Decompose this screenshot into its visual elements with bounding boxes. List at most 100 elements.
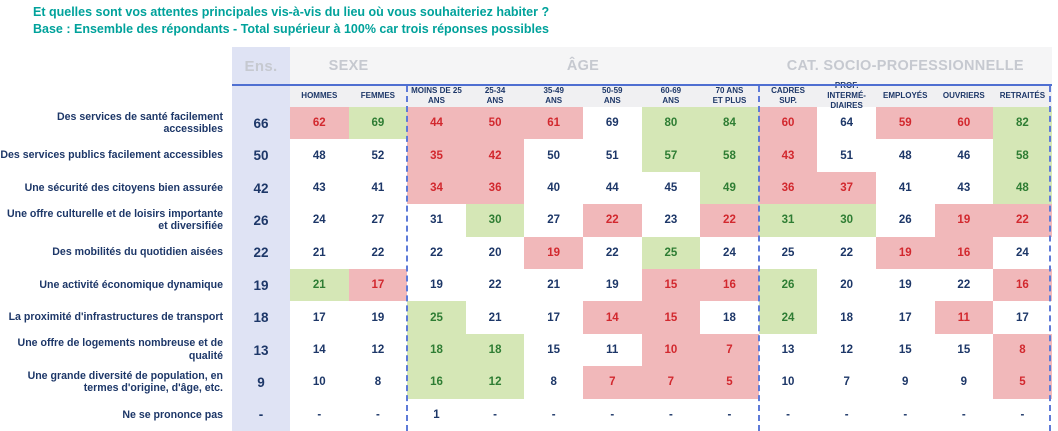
cell-value: 69 [583,107,642,139]
cell-number: 34 [430,182,443,195]
cell-number: - [903,408,908,421]
row-label: Des services publics facilement accessib… [0,149,223,162]
table-row: Une grande diversité de population, en t… [0,366,1052,399]
cell-value: 22 [466,269,525,301]
cell-number: - [1020,408,1025,421]
row-label-cell: Une activité économique dynamique [0,269,232,301]
ens-value-cell: 18 [232,301,290,334]
cell-number: 22 [430,246,443,259]
row-label: Une grande diversité de population, en t… [27,369,223,395]
col-header: MOINS DE 25 ANS [407,85,466,107]
cell-value: 34 [407,171,466,205]
cell-value: 8 [524,366,583,398]
cell-value: 58 [993,139,1052,172]
cell-value: 23 [642,204,701,236]
ens-value: 18 [253,310,269,326]
cell-value: 22 [583,237,642,269]
cell-number: - [375,408,380,421]
page-subtitle: Base : Ensemble des répondants - Total s… [33,21,549,36]
cell-value: 59 [875,107,935,140]
cell-number: 20 [488,246,502,259]
title-block: Et quelles sont vos attentes principales… [33,4,549,37]
table-row: Une offre de logements nombreuse et de q… [0,333,1052,367]
page-title: Et quelles sont vos attentes principales… [33,5,550,19]
cell-value: 62 [290,107,349,140]
cell-value: 61 [524,107,583,140]
col-header: 60-69 ANS [641,85,701,107]
cell-number: 64 [840,117,854,130]
cell-number: 17 [1016,311,1029,324]
col-header: CADRES SUP. [758,85,818,107]
cell-number: 35 [430,149,443,162]
cell-value: 18 [817,301,876,333]
cell-number: - [961,408,966,421]
cell-number: - [610,408,615,421]
cell-value: - [876,399,935,431]
cell-number: 44 [430,117,443,130]
cell-value: - [935,399,994,431]
cell-value: 7 [641,366,701,399]
ens-value: 26 [253,212,269,228]
cell-number: 11 [957,311,970,324]
col-header: EMPLOYÉS [875,85,935,107]
cell-number: 17 [312,311,326,324]
cell-value: 48 [290,139,349,171]
row-label: Ne se prononce pas [122,408,223,421]
cell-value: 7 [817,366,876,398]
cell-number: - [727,408,732,421]
row-label: Une activité économique dynamique [39,278,223,291]
column-group-row: Ens. SEXE ÂGE CAT. SOCIO-PROFESSIONNELLE [0,47,1052,85]
row-label-cell: Une offre culturelle et de loisirs impor… [0,204,232,236]
cell-value: 19 [583,269,642,301]
cell-value: - [993,399,1052,431]
ens-value-cell: 26 [232,204,290,237]
cell-number: 27 [547,214,561,227]
cell-number: 11 [606,344,619,357]
cell-number: 26 [898,214,912,227]
cell-value: 27 [524,204,583,236]
cell-number: 37 [840,182,854,195]
row-label-cell: Des services publics facilement accessib… [0,139,232,171]
column-group-1: SEXE [290,47,408,85]
cell-value: 21 [290,269,349,302]
table-row: Des services de santé facilement accessi… [0,107,1052,140]
cell-number: 18 [488,344,502,357]
cell-number: 5 [726,376,733,389]
cell-number: 10 [781,376,795,389]
cell-value: - [700,399,759,431]
cell-value: 25 [759,237,818,269]
cell-value: 43 [290,172,349,204]
row-label-cell: Des services de santé facilement accessi… [0,107,232,139]
ens-value-cell: - [232,398,290,431]
cell-value: 46 [935,139,994,171]
cell-value: - [817,399,876,431]
cell-number: 61 [547,117,561,130]
table-row: Une sécurité des citoyens bien assurée 42… [0,171,1052,205]
cell-number: 51 [840,149,854,162]
group-header-spacer [0,47,232,85]
cell-value: 14 [290,334,349,366]
cell-number: 24 [1016,246,1029,259]
table-row: Une activité économique dynamique 19 21 17 1… [0,269,1052,302]
col-header: 35-49 ANS [524,85,583,107]
ens-value: 22 [253,245,269,261]
cell-value: 17 [524,301,583,333]
cell-number: 10 [664,344,678,357]
cell-value: 40 [524,172,583,204]
ens-value-cell: 9 [232,366,290,399]
cell-number: 8 [1019,344,1026,357]
cell-number: 41 [898,182,912,195]
cell-number: 5 [1019,376,1026,389]
ens-value: 9 [257,374,265,390]
cell-value: 43 [758,139,818,172]
cell-value: - [759,399,818,431]
cell-number: 46 [957,149,971,162]
cell-number: 7 [843,376,850,389]
cell-value: 37 [817,171,876,205]
cell-value: 13 [759,334,818,366]
cell-value: 15 [524,334,583,366]
cell-number: 15 [547,344,561,357]
cell-number: 48 [312,149,326,162]
cell-value: 19 [407,269,466,301]
cell-number: 36 [488,182,502,195]
